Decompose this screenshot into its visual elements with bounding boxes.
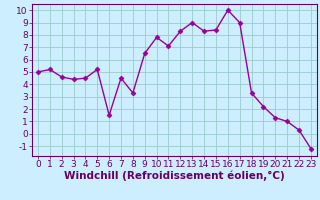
- X-axis label: Windchill (Refroidissement éolien,°C): Windchill (Refroidissement éolien,°C): [64, 171, 285, 181]
